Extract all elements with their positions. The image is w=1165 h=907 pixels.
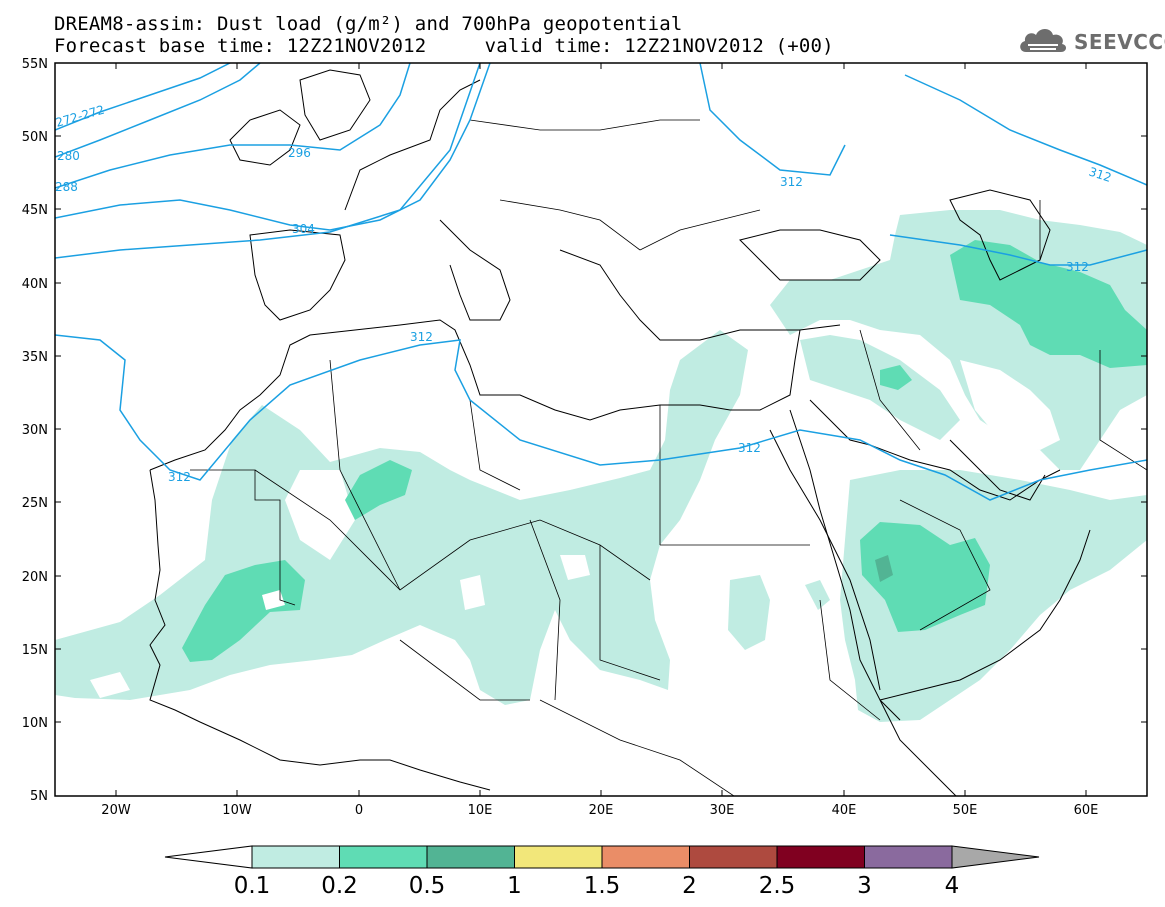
colorbar-segment <box>426 845 515 869</box>
colorbar-low-triangle <box>164 845 253 869</box>
colorbar-label: 1 <box>507 873 522 899</box>
dust-area-sudan <box>728 575 770 650</box>
colorbar <box>164 845 1040 869</box>
chart-subtitle: Forecast base time: 12Z21NOV2012 valid t… <box>54 35 834 57</box>
contour-label: 312 <box>410 330 433 344</box>
colorbar-label: 0.1 <box>234 873 271 899</box>
dust-area-saudi-core <box>875 555 893 582</box>
colorbar-high-triangle <box>951 845 1040 869</box>
contour-label: 304 <box>292 222 315 236</box>
dust-area-mauritania <box>182 560 305 662</box>
dust-area-red-sea <box>805 580 830 610</box>
lat-label: 25N <box>22 496 48 511</box>
lat-label: 15N <box>22 643 48 658</box>
colorbar-segment <box>689 845 778 869</box>
colorbar-segment <box>339 845 428 869</box>
axis-ticks <box>55 62 1147 796</box>
coastlines <box>149 69 1091 796</box>
seevccc-logo: SEEVCCC <box>1018 24 1165 58</box>
geopotential-contours <box>55 63 1147 501</box>
lon-label: 10E <box>468 803 493 818</box>
contour-label: 312 <box>738 441 761 455</box>
colorbar-labels: 0.1 0.2 0.5 1 1.5 2 2.5 3 4 <box>234 873 960 899</box>
colorbar-label: 0.5 <box>409 873 446 899</box>
contour-label: 280 <box>57 149 80 163</box>
lat-label: 5N <box>30 789 48 804</box>
lat-label: 30N <box>22 423 48 438</box>
lat-label: 55N <box>22 57 48 72</box>
colorbar-segment <box>864 845 953 869</box>
colorbar-segment <box>776 845 865 869</box>
lon-label: 50E <box>953 803 978 818</box>
logo-text: SEEVCCC <box>1074 30 1165 54</box>
contour-label: 312 <box>1066 260 1089 274</box>
lon-label: 20E <box>589 803 614 818</box>
lat-label: 35N <box>22 350 48 365</box>
dust-area-iraq <box>880 365 912 390</box>
lon-label: 0 <box>355 803 363 818</box>
lon-label: 40E <box>832 803 857 818</box>
contour-label: 312 <box>780 175 803 189</box>
contour-label: 312 <box>1087 165 1113 185</box>
colorbar-label: 2.5 <box>759 873 796 899</box>
colorbar-segment <box>251 845 340 869</box>
lon-label: 20W <box>101 803 131 818</box>
cloud-icon <box>1020 29 1067 52</box>
latitude-labels: 55N 50N 45N 40N 35N 30N 25N 20N 15N 10N … <box>22 57 48 804</box>
colorbar-label: 0.2 <box>321 873 358 899</box>
chart-title: DREAM8-assim: Dust load (g/m²) and 700hP… <box>54 13 683 35</box>
colorbar-label: 1.5 <box>584 873 621 899</box>
colorbar-segment <box>514 845 603 869</box>
dust-area-saudi <box>860 522 990 632</box>
lat-label: 40N <box>22 277 48 292</box>
lon-label: 30E <box>710 803 735 818</box>
longitude-labels: 20W 10W 0 10E 20E 30E 40E 50E 60E <box>101 803 1098 818</box>
lon-label: 10W <box>222 803 252 818</box>
contour-label: 296 <box>288 146 311 160</box>
borders <box>190 119 1147 796</box>
lat-label: 20N <box>22 570 48 585</box>
lon-label: 60E <box>1074 803 1099 818</box>
dust-area-sahara <box>55 330 748 705</box>
lat-label: 45N <box>22 203 48 218</box>
dust-fields <box>55 210 1147 722</box>
contour-label: 288 <box>55 180 78 194</box>
contour-label: 312 <box>168 470 191 484</box>
dust-area-caspian-core <box>950 240 1147 368</box>
colorbar-label: 2 <box>682 873 697 899</box>
lat-label: 10N <box>22 716 48 731</box>
colorbar-label: 4 <box>945 873 960 899</box>
dust-area-levant <box>800 335 960 440</box>
colorbar-label: 3 <box>857 873 872 899</box>
map-frame <box>54 62 1148 797</box>
lat-label: 50N <box>22 130 48 145</box>
contour-label: 272-272 <box>54 103 106 130</box>
dust-area-algeria <box>345 460 412 520</box>
colorbar-segment <box>601 845 690 869</box>
